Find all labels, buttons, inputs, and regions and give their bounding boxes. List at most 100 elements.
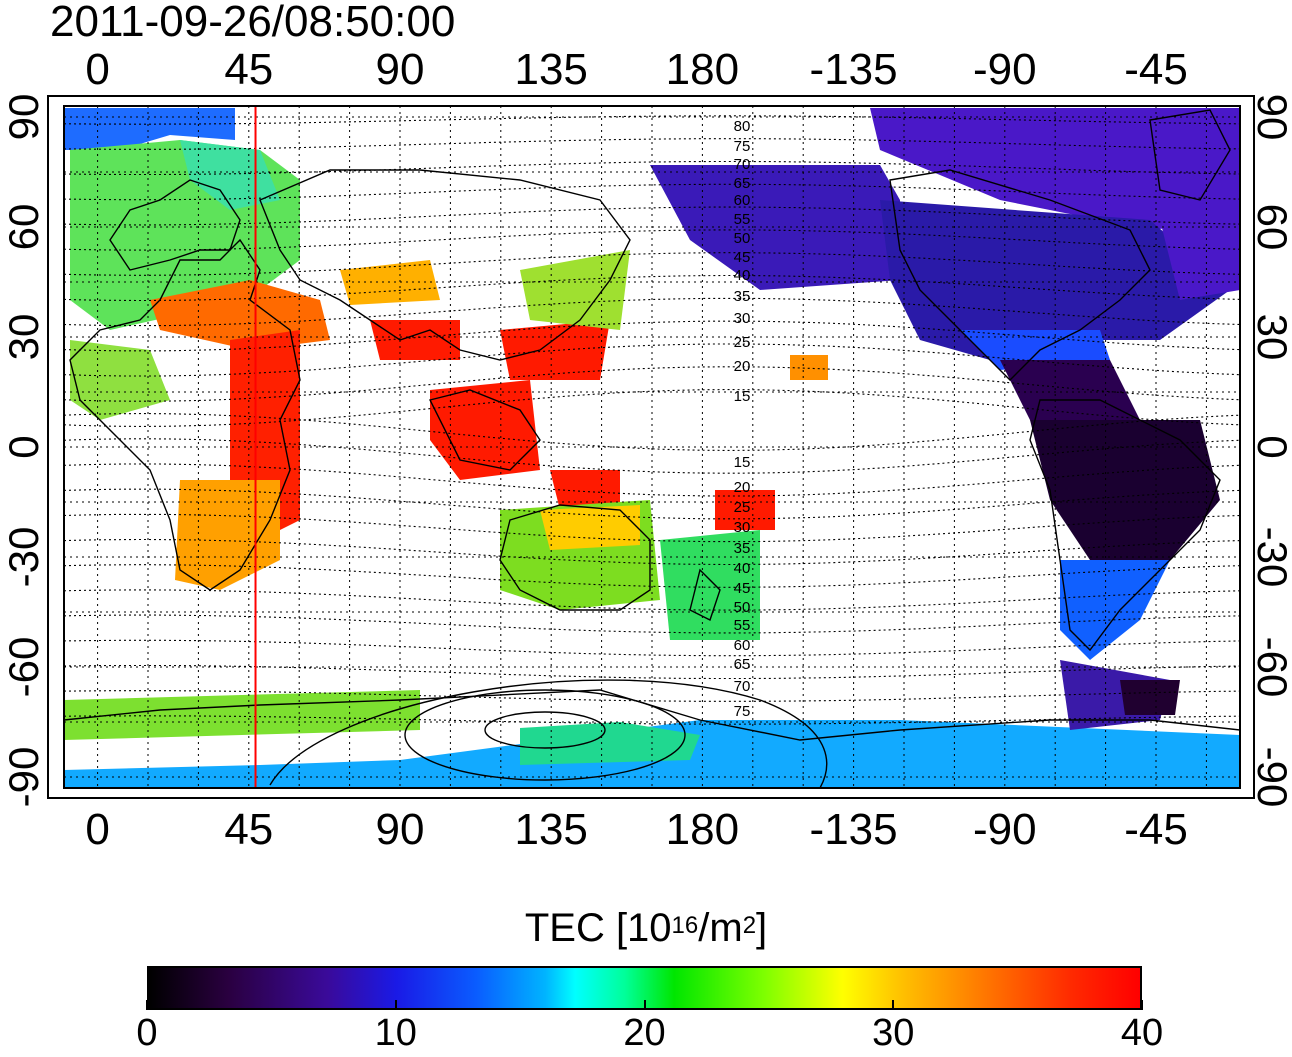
longitude-tick-label: 90 — [375, 805, 425, 854]
contour-label: 50 — [734, 230, 751, 247]
colorbar-title: TEC [1016/m2] — [524, 906, 768, 950]
tec-patch-arctic-europe — [64, 108, 235, 150]
longitude-tick-label: 45 — [224, 805, 274, 854]
magnetic-contour — [64, 115, 1240, 125]
contour-label: 60 — [734, 192, 751, 209]
magnetic-latitude-contours — [64, 115, 1240, 725]
magnetic-contour — [64, 252, 1240, 276]
tec-patch-north-atlantic — [1150, 180, 1240, 300]
tec-patch-pacific-islands — [715, 490, 775, 530]
magnetic-contour — [64, 614, 1240, 634]
contour-label: 20 — [734, 358, 751, 375]
magnetic-contour — [64, 664, 1240, 680]
magnetic-contour — [64, 138, 1240, 150]
contour-label: 30 — [734, 310, 751, 327]
contour-label: 55 — [734, 617, 751, 634]
contour-label: 65 — [734, 656, 751, 673]
contour-label: 45 — [734, 249, 751, 266]
longitude-tick-label: 90 — [375, 45, 425, 94]
tec-patch-drake-passage — [1120, 680, 1180, 715]
magnetic-contour — [64, 690, 1240, 702]
contour-label: 30 — [734, 519, 751, 536]
magnetic-contour — [64, 589, 1240, 611]
coastlines — [64, 109, 1240, 741]
longitude-tick-label: 180 — [665, 805, 740, 854]
contour-label: 15 — [734, 388, 751, 405]
longitude-tick-label: -45 — [1124, 45, 1188, 94]
longitude-tick-label: 0 — [85, 45, 110, 94]
magnetic-contour — [64, 564, 1240, 588]
tec-patch-japan — [520, 250, 630, 330]
colorbar-tick-label: 30 — [872, 1012, 915, 1054]
tec-patch-south-america — [1030, 420, 1220, 560]
contour-label: 70 — [734, 678, 751, 695]
contour-label: 15 — [734, 454, 751, 471]
magnetic-contour — [64, 366, 1240, 402]
contour-label: 40 — [734, 560, 751, 577]
longitude-tick-label: 0 — [85, 805, 110, 854]
longitude-tick-label: 180 — [665, 45, 740, 94]
contour-label: 45 — [734, 580, 751, 597]
magnetic-contour — [64, 160, 1240, 176]
contour-label: 25 — [734, 499, 751, 516]
colorbar-tick-label: 20 — [623, 1012, 666, 1054]
magnetic-contour — [64, 639, 1240, 657]
magnetic-contour — [64, 463, 1240, 497]
magnetic-contour — [64, 320, 1240, 352]
magnetic-contour — [64, 488, 1240, 520]
magnetic-contour — [64, 343, 1240, 377]
magnetic-contour — [64, 206, 1240, 226]
tec-patch-southern-africa — [175, 480, 280, 590]
tec-patch-north-pacific-arctic — [650, 165, 900, 290]
contour-label: 60 — [734, 637, 751, 654]
contour-label: 55 — [734, 211, 751, 228]
contour-label: 75 — [734, 703, 751, 720]
magnetic-contour — [64, 389, 1240, 427]
magnetic-pole-ellipses — [269, 679, 828, 788]
contour-label: 70 — [734, 156, 751, 173]
magnetic-contour — [64, 274, 1240, 302]
tec-patch-hawaii — [790, 355, 828, 380]
colorbar-tick-mark — [892, 1000, 895, 1010]
longitude-tick-label: -135 — [809, 45, 898, 94]
tec-patch-south-asia — [370, 320, 460, 360]
colorbar-tick-label: 10 — [374, 1012, 417, 1054]
magnetic-contour — [64, 297, 1240, 327]
contour-label: 25 — [734, 334, 751, 351]
map-frame — [63, 105, 1241, 789]
magnetic-contour — [64, 438, 1240, 474]
magnetic-contour — [64, 413, 1240, 451]
tec-patch-new-zealand — [660, 530, 760, 640]
longitude-tick-label: -45 — [1124, 805, 1188, 854]
map-timestamp: 2011-09-26/08:50:00 — [50, 0, 456, 46]
colorbar-tick-label: 0 — [136, 1012, 158, 1054]
colorbar-tick-mark — [394, 1000, 397, 1010]
tec-patch-west-africa — [70, 340, 170, 420]
colorbar-tick-label: 40 — [1120, 1012, 1164, 1054]
longitude-tick-label: 135 — [514, 805, 588, 854]
magnetic-contour — [64, 538, 1240, 566]
contour-label: 35 — [734, 288, 751, 305]
longitude-tick-label: -90 — [973, 45, 1037, 94]
contour-labels: 8075706560555045403530252015152025303540… — [734, 118, 751, 720]
contour-label: 20 — [734, 479, 751, 496]
colorbar-tick-mark — [146, 1000, 148, 1010]
magnetic-contour — [64, 229, 1240, 251]
magnetic-contour — [64, 715, 1240, 725]
tec-patch-australia-north — [540, 505, 640, 550]
longitude-tick-label: -90 — [973, 805, 1037, 854]
contour-label: 75 — [734, 138, 751, 155]
contour-label: 40 — [734, 267, 751, 284]
tec-patch-antarctica-green — [520, 722, 700, 765]
longitude-tick-label: 45 — [224, 45, 274, 94]
magnetic-contour — [64, 183, 1240, 201]
magnetic-contour — [64, 513, 1240, 543]
frame-tick-bars — [64, 96, 1240, 106]
colorbar-tick-mark — [1141, 1000, 1143, 1010]
tec-patch-south-america-south — [1060, 560, 1170, 660]
colorbar-tick-mark — [643, 1000, 646, 1010]
lat-lon-grid — [64, 106, 1240, 788]
longitude-tick-label: -135 — [809, 805, 898, 854]
contour-label: 80 — [734, 118, 751, 135]
